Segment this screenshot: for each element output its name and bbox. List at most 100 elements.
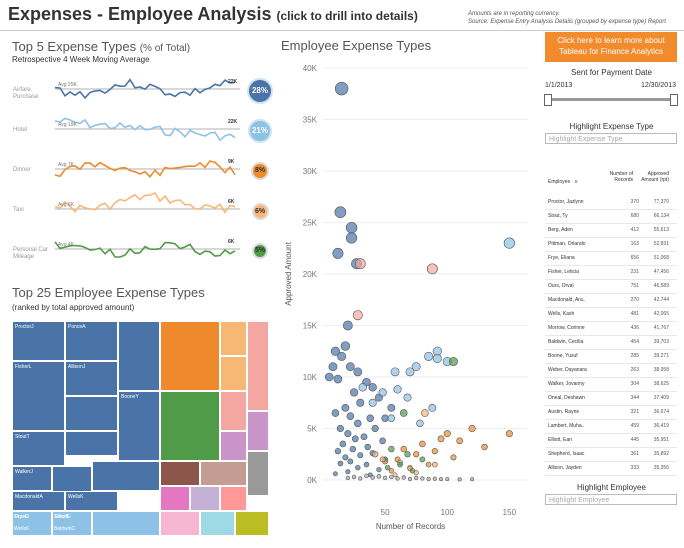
table-row[interactable]: Fisher, Leticia 231 47,456 [545,266,677,280]
scatter-point[interactable] [426,263,438,275]
scatter-point[interactable] [345,221,358,234]
scatter-point[interactable] [456,437,463,445]
scatter-point[interactable] [372,451,379,458]
scatter-point[interactable] [387,414,396,422]
scatter-point[interactable] [416,419,424,428]
scatter-point[interactable] [431,448,438,455]
scatter-point[interactable] [448,357,458,367]
scatter-point[interactable] [419,456,426,463]
scatter-point[interactable] [354,419,362,428]
table-row[interactable]: Baldwin, Cecilia 454 39,703 [545,336,677,350]
scatter-point[interactable] [388,445,395,453]
scatter-point[interactable] [337,460,344,467]
treemap-tile[interactable]: AllisonJ [65,361,118,396]
treemap-tile[interactable] [160,461,200,486]
date-slider-start-handle[interactable] [544,94,552,106]
date-end-value[interactable]: 12/30/2013 [640,82,676,89]
scatter-point[interactable] [347,458,354,465]
scatter-point[interactable] [445,477,450,482]
highlight-employee-input[interactable]: Highlight Employee [545,494,677,505]
percent-of-total-badge[interactable]: 6% [251,202,269,220]
scatter-point[interactable] [426,476,431,482]
treemap-tile[interactable] [65,431,118,456]
sparkline-4[interactable] [54,191,236,214]
scatter-point[interactable] [437,435,445,443]
treemap-tile[interactable] [220,486,247,511]
scatter-point[interactable] [503,237,515,249]
col-amount-header[interactable]: Approved Amount (rpt) [641,171,669,183]
treemap-tile[interactable]: WellsK [65,491,118,511]
scatter-point[interactable] [392,472,398,478]
treemap-tile[interactable]: FryeE [12,511,52,536]
table-row[interactable]: Elliott, Ean 445 35,951 [545,434,677,448]
scatter-point[interactable] [505,430,513,438]
scatter-point[interactable] [356,398,365,407]
scatter-point[interactable] [409,468,416,474]
table-row[interactable]: Austin, Rayne 321 36,674 [545,406,677,420]
scatter-point[interactable] [364,473,369,479]
table-row[interactable]: Frye, Eliana 656 51,068 [545,252,677,266]
sparkline-5[interactable] [54,241,236,258]
scatter-point[interactable] [357,452,364,459]
scatter-point[interactable] [407,476,413,482]
scatter-point[interactable] [400,445,407,453]
note-line-2[interactable]: Source: Expense Entry Analysis Details (… [468,19,666,25]
table-row[interactable]: Stout, Ty 680 66,134 [545,210,677,224]
table-row[interactable]: Allison, Jayden 333 35,356 [545,462,677,476]
treemap-tile[interactable] [160,391,220,461]
col-records-header[interactable]: Number of Records [609,171,633,183]
scatter-point[interactable] [432,476,437,481]
scatter-point[interactable] [421,409,429,417]
table-row[interactable]: Shepherd, Isaac 361 35,892 [545,448,677,462]
scatter-point[interactable] [384,464,391,471]
treemap-tile[interactable] [118,321,160,391]
scatter-point[interactable] [457,477,462,482]
scatter-point[interactable] [443,430,451,438]
scatter-point[interactable] [345,362,355,372]
sparkline-2[interactable] [54,117,236,142]
sparkline-chart[interactable] [0,68,270,268]
scatter-point[interactable] [330,346,341,356]
scatter-point[interactable] [353,367,363,377]
scatter-point[interactable] [349,445,357,453]
treemap-tile[interactable] [92,461,160,491]
scatter-point[interactable] [439,477,444,482]
scatter-point[interactable] [413,475,419,481]
treemap-tile[interactable] [160,486,190,511]
scatter-point[interactable] [403,393,412,402]
scatter-point[interactable] [389,474,394,480]
scatter-point[interactable] [378,388,387,397]
scatter-point[interactable] [339,440,347,448]
scatter-point[interactable] [345,469,351,475]
sort-icon[interactable]: ≡ [574,179,578,185]
scatter-point[interactable] [334,206,347,218]
treemap-tile[interactable] [160,511,200,536]
treemap-tile[interactable] [247,451,269,496]
scatter-point[interactable] [404,451,411,458]
scatter-point[interactable] [397,461,403,468]
scatter-point[interactable] [360,433,368,441]
sparkline-1[interactable] [54,78,236,100]
scatter-point[interactable] [352,310,363,321]
scatter-point[interactable] [349,388,359,397]
scatter-point[interactable] [379,456,386,463]
learn-more-button[interactable]: Click here to learn more about Tableau f… [545,32,677,62]
scatter-point[interactable] [331,409,340,417]
percent-of-total-badge[interactable]: 8% [251,162,269,180]
scatter-point[interactable] [432,353,442,363]
table-row[interactable]: Walker, Jovanny 304 38,625 [545,378,677,392]
scatter-point[interactable] [368,383,377,392]
treemap-tile[interactable] [220,431,247,461]
treemap-tile[interactable] [235,511,269,536]
scatter-point[interactable] [420,476,425,481]
scatter-point[interactable] [354,258,366,270]
scatter-chart[interactable]: 0K 5K 10K 15K 20K 25K 30K 35K 40K 50 100 150 Approve… [281,55,531,545]
treemap-tile[interactable]: FisherL [12,361,65,431]
scatter-point[interactable] [333,374,343,384]
scatter-point[interactable] [424,351,434,361]
scatter-point[interactable] [334,81,349,96]
scatter-point[interactable] [470,477,475,482]
treemap-tile[interactable] [247,411,269,451]
treemap-tile[interactable]: MacdonaldA [12,491,65,511]
treemap-tile[interactable]: PonceA [65,321,118,361]
